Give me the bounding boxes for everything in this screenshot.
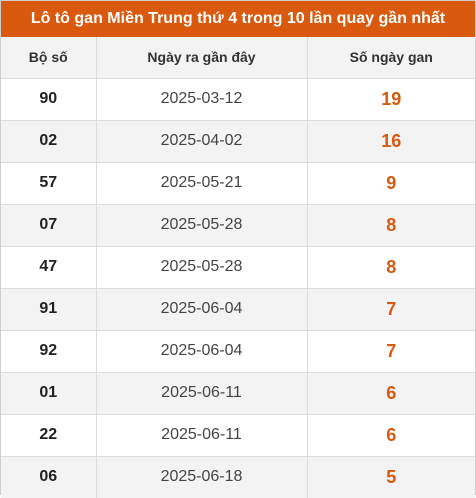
cell-number: 07	[1, 204, 97, 247]
cell-gap: 8	[307, 246, 475, 289]
lo-gan-table: Bộ số Ngày ra gần đây Số ngày gan 90 202…	[1, 37, 475, 498]
cell-date: 2025-06-04	[96, 330, 308, 373]
cell-number: 02	[1, 120, 97, 163]
table-row: 07 2025-05-28 8	[1, 204, 475, 247]
cell-date: 2025-03-12	[96, 78, 308, 121]
cell-gap: 16	[307, 120, 475, 163]
table-row: 90 2025-03-12 19	[1, 78, 475, 121]
header-gap: Số ngày gan	[307, 37, 475, 79]
table-row: 91 2025-06-04 7	[1, 288, 475, 331]
cell-gap: 6	[307, 372, 475, 415]
table-row: 06 2025-06-18 5	[1, 456, 475, 498]
cell-date: 2025-05-28	[96, 246, 308, 289]
table-row: 57 2025-05-21 9	[1, 162, 475, 205]
table-header-row: Bộ số Ngày ra gần đây Số ngày gan	[1, 37, 475, 79]
cell-gap: 8	[307, 204, 475, 247]
cell-number: 06	[1, 456, 97, 498]
cell-number: 22	[1, 414, 97, 457]
cell-gap: 9	[307, 162, 475, 205]
cell-number: 57	[1, 162, 97, 205]
cell-gap: 7	[307, 330, 475, 373]
cell-date: 2025-06-11	[96, 372, 308, 415]
table-body: 90 2025-03-12 19 02 2025-04-02 16 57 202…	[1, 78, 475, 498]
cell-gap: 5	[386, 466, 397, 487]
cell-gap: 6	[307, 414, 475, 457]
cell-gap: 19	[307, 78, 475, 121]
cell-number: 47	[1, 246, 97, 289]
table-row: 47 2025-05-28 8	[1, 246, 475, 289]
header-date: Ngày ra gần đây	[96, 37, 308, 79]
cell-number: 01	[1, 372, 97, 415]
table-row: 22 2025-06-11 6	[1, 414, 475, 457]
cell-date: 2025-05-28	[96, 204, 308, 247]
cell-date: 2025-06-11	[96, 414, 308, 457]
cell-date: 2025-06-04	[96, 288, 308, 331]
table-row: 01 2025-06-11 6	[1, 372, 475, 415]
table-title: Lô tô gan Miền Trung thứ 4 trong 10 lần …	[1, 1, 475, 37]
cell-date: 2025-05-21	[96, 162, 308, 205]
cell-gap: 7	[307, 288, 475, 331]
cell-number: 91	[1, 288, 97, 331]
cell-number: 90	[1, 78, 97, 121]
cell-date: 2025-06-18	[96, 456, 308, 498]
cell-number: 92	[1, 330, 97, 373]
table-row: 02 2025-04-02 16	[1, 120, 475, 163]
header-number: Bộ số	[1, 37, 97, 79]
table-row: 92 2025-06-04 7	[1, 330, 475, 373]
cell-date: 2025-04-02	[96, 120, 308, 163]
